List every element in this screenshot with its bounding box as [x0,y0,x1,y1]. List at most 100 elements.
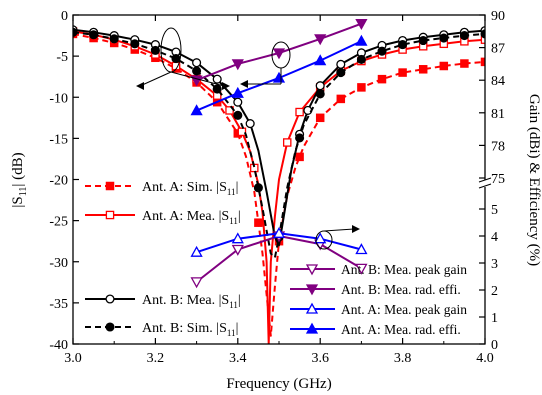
legend-marker [305,284,319,296]
legend-label-tail: | [236,180,239,195]
data-point [89,30,99,40]
legend-item: Ant. B: Mea. rad. effi. [290,282,461,297]
data-point [233,110,243,120]
x-tick-label: 4.0 [476,351,494,366]
y-right-tick-label: 75 [491,172,505,187]
left-axis-label: |S11| (dB) [10,152,29,207]
axis-break-line [478,177,492,183]
data-point [315,81,325,91]
right-axis-label: Gain (dBi) & Efficiency (%) [526,94,542,266]
legend-label-tail: | [238,209,241,224]
data-point [212,74,222,84]
data-point [439,61,449,71]
legend-marker [305,302,319,314]
y-left-tick-label: -10 [49,91,68,106]
data-point [315,113,325,123]
y-right-tick-label: 2 [491,284,498,299]
y-left-tick-label: -30 [49,256,68,271]
legend-label-sub: 11 [229,216,238,226]
x-tick-label: 3.0 [64,351,82,366]
data-point [315,89,325,99]
data-point [192,58,202,68]
data-point [355,34,368,46]
x-tick-label: 3.2 [147,351,165,366]
legend-layer: Ant. A: Sim. |S11|Ant. A: Mea. |S11|Ant.… [85,180,467,338]
y-right-tick-label: 3 [491,257,498,272]
y-right-tick-label: 1 [491,311,498,326]
legend-item: Ant. A: Mea. |S11| [85,209,241,226]
x-tick-label: 3.6 [311,351,329,366]
data-point [272,226,286,238]
y-left-tick-label: -20 [49,174,68,189]
series-6 [190,226,368,257]
series-3 [73,27,485,259]
data-point [398,40,408,50]
legend-item: Ant. B: Mea. peak gain [290,262,467,277]
legend-label: Ant. B: Mea. |S11| [142,293,241,310]
legend-marker [105,181,115,191]
arrow-line [139,71,172,87]
series-5 [190,19,368,87]
annotation-layer [136,27,360,250]
data-point [109,34,119,44]
series-line [73,31,485,259]
data-point [190,104,203,116]
legend-label-sub: 11 [227,328,236,338]
y-left-tick-label: 0 [61,9,68,24]
data-point [231,86,244,98]
data-point [355,19,368,31]
data-point [480,29,485,39]
legend-label-sub: 11 [229,300,238,310]
y-right-tick-label: 87 [491,42,505,57]
data-point [192,66,202,76]
data-point [356,54,366,64]
y-right-tick-label: 84 [491,74,505,89]
legend-item: Ant. A: Sim. |S11| [85,180,238,197]
data-point [282,138,292,147]
legend-marker [105,322,115,332]
data-point [459,31,469,41]
data-point [171,54,181,64]
axis-break-mark [478,177,492,189]
curves-layer [73,19,485,344]
data-point [73,27,78,37]
data-point [231,59,244,71]
data-point [355,243,368,255]
legend-label-text: Ant. B: Mea. |S [142,293,229,308]
arrow-head [240,80,248,88]
x-tick-label: 3.4 [229,351,247,366]
y-right-tick-label: 5 [491,203,498,218]
data-point [314,54,327,66]
series-line [73,32,485,337]
legend-label-tail: | [238,293,241,308]
data-point [336,68,346,78]
left-axis-label-text: |S [10,196,26,207]
legend-item: Ant. B: Sim. |S11| [85,321,238,338]
legend-item: Ant. A: Mea. rad. effi. [290,322,461,337]
legend-item: Ant. A: Mea. peak gain [290,302,467,317]
data-point [439,33,449,43]
legend-label: Ant. B: Mea. rad. effi. [341,282,461,297]
legend-label-text: Ant. A: Sim. |S [142,180,227,195]
x-tick-label: 3.8 [394,351,412,366]
legend-marker [305,264,319,276]
data-point [212,84,222,94]
y-right-tick-label: 0 [491,338,498,353]
data-point [418,65,428,74]
y-left-tick-label: -40 [49,338,68,353]
series-7 [190,34,368,116]
legend-item: Ant. B: Mea. |S11| [85,293,241,310]
y-right-tick-label: 78 [491,139,505,154]
data-point [314,34,327,46]
legend-label-text: Ant. A: Mea. |S [142,209,229,224]
data-point [253,183,263,193]
data-point [398,68,407,77]
legend-label-sub: 11 [227,187,236,197]
axis-break-line [478,183,492,189]
legend-label-tail: | [236,321,239,336]
y-left-tick-label: -35 [49,297,68,312]
legend-label: Ant. B: Mea. peak gain [341,262,467,277]
legend-label-text: Ant. B: Sim. |S [142,321,227,336]
axes-layer: 3.0 3.2 3.4 3.6 3.8 4.00-5-10-15-20-25-30-35-… [10,9,505,366]
